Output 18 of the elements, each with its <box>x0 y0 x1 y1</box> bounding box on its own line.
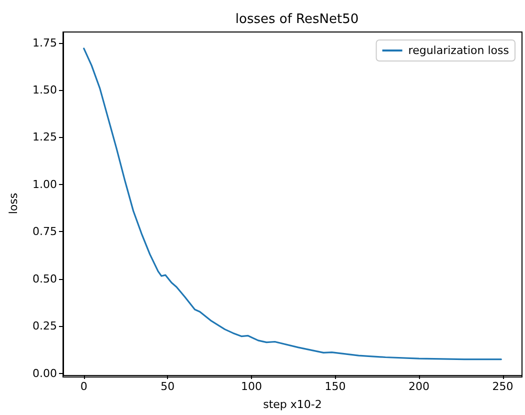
y-tick-label: 0.50 <box>32 272 57 286</box>
x-axis-title: step x10-2 <box>263 398 322 411</box>
y-axis-title: loss <box>7 192 20 214</box>
x-tick-label: 0 <box>80 380 88 393</box>
chart-title: losses of ResNet50 <box>235 12 359 27</box>
y-tick-label: 0.25 <box>32 320 57 333</box>
y-tick-label: 1.75 <box>32 36 57 50</box>
x-tick-label: 200 <box>408 380 430 393</box>
x-tick-label: 250 <box>492 380 514 393</box>
y-tick-label: 0.75 <box>32 225 57 238</box>
y-tick-label: 1.00 <box>32 178 57 191</box>
x-tick-label: 50 <box>160 380 175 393</box>
x-tick-label: 100 <box>240 380 262 393</box>
x-tick-label: 150 <box>324 380 346 393</box>
y-tick-label: 0.00 <box>32 366 57 380</box>
y-tick-label: 1.25 <box>32 130 57 144</box>
y-tick-label: 1.50 <box>32 83 57 96</box>
legend-label: regularization loss <box>408 44 510 57</box>
